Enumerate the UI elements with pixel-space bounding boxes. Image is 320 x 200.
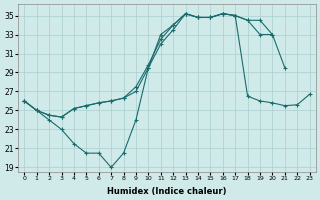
X-axis label: Humidex (Indice chaleur): Humidex (Indice chaleur)	[107, 187, 227, 196]
